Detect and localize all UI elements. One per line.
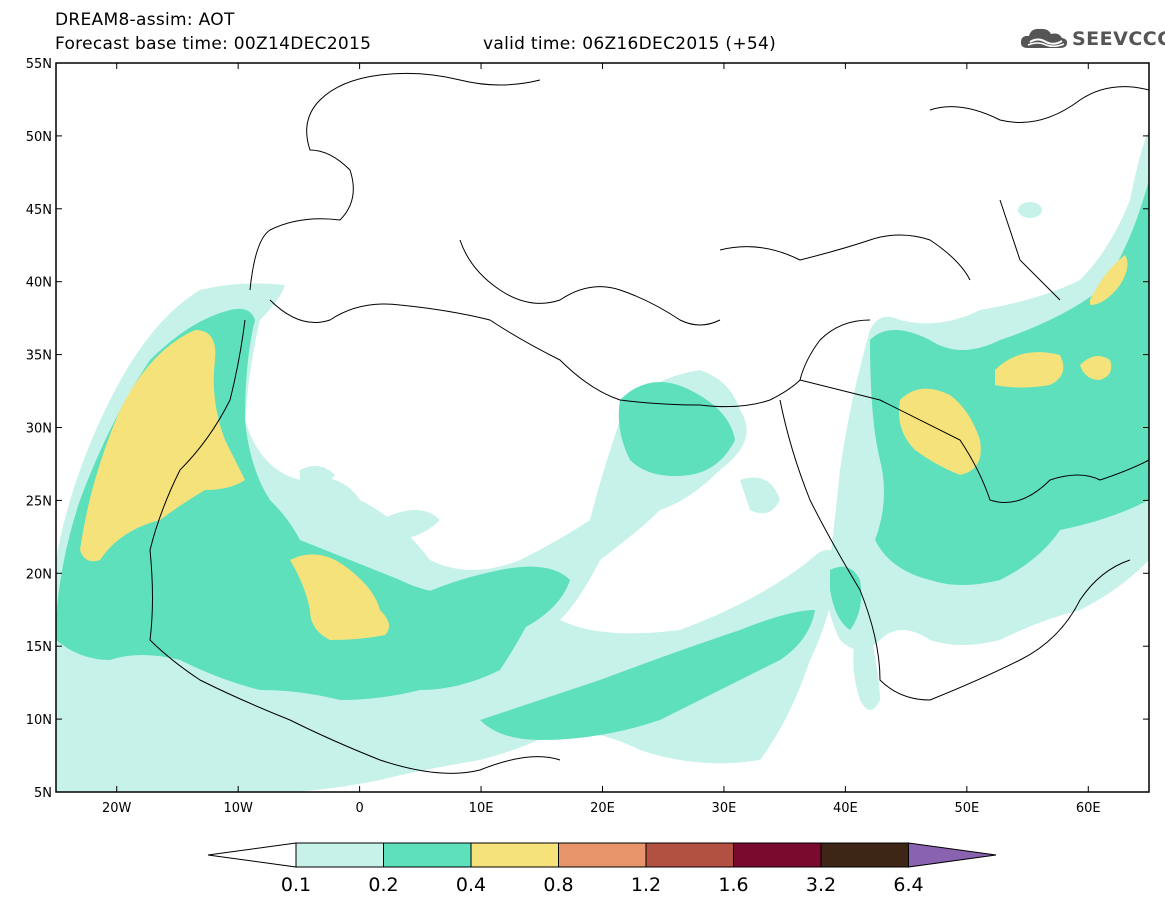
colorbar-box bbox=[820, 842, 909, 868]
lat-label: 55N bbox=[26, 57, 52, 72]
colorbar-box bbox=[733, 842, 822, 868]
colorbar-box bbox=[295, 842, 384, 868]
lon-label: 40E bbox=[833, 801, 858, 816]
aot-level-0.4 bbox=[80, 255, 1128, 640]
colorbar-label: 0.1 bbox=[280, 874, 312, 896]
lat-label: 10N bbox=[26, 713, 52, 728]
colorbar-box bbox=[558, 842, 647, 868]
colorbar-under-arrow bbox=[207, 842, 297, 868]
lon-label: 20W bbox=[102, 801, 132, 816]
lat-axis: 55N 50N 45N 40N 35N 30N 25N 20N 15N 10N 5N bbox=[26, 57, 1149, 801]
colorbar-box bbox=[645, 842, 734, 868]
colorbar-label: 0.2 bbox=[368, 874, 399, 896]
colorbar-over-arrow bbox=[908, 842, 997, 868]
lat-label: 20N bbox=[26, 567, 52, 582]
lat-label: 15N bbox=[26, 640, 52, 655]
map-title: DREAM8-assim: AOT bbox=[55, 10, 235, 30]
lon-label: 10E bbox=[469, 801, 494, 816]
colorbar-label: 1.2 bbox=[630, 874, 662, 896]
lon-label: 0 bbox=[355, 801, 363, 816]
lat-label: 40N bbox=[26, 276, 52, 291]
lon-label: 10W bbox=[223, 801, 253, 816]
lat-label: 45N bbox=[26, 203, 52, 218]
lon-axis: 20W 10W 0 10E 20E 30E 40E 50E 60E bbox=[102, 63, 1101, 816]
colorbar-label: 3.2 bbox=[805, 874, 837, 896]
lat-label: 30N bbox=[26, 422, 52, 437]
colorbar-box bbox=[470, 842, 559, 868]
valid-time: valid time: 06Z16DEC2015 (+54) bbox=[483, 34, 777, 54]
lon-label: 60E bbox=[1076, 801, 1101, 816]
coastlines bbox=[149, 72, 1149, 774]
forecast-base-time: Forecast base time: 00Z14DEC2015 bbox=[55, 34, 372, 54]
seevccc-logo: SEEVCCC bbox=[1018, 24, 1165, 54]
colorbar-label: 0.4 bbox=[455, 874, 487, 896]
lat-label: 35N bbox=[26, 349, 52, 364]
colorbar-label: 1.6 bbox=[718, 874, 749, 896]
lon-label: 20E bbox=[590, 801, 615, 816]
aot-fields bbox=[56, 130, 1149, 792]
lat-label: 25N bbox=[26, 494, 52, 509]
colorbar-label: 0.8 bbox=[543, 874, 574, 896]
lon-label: 50E bbox=[954, 801, 979, 816]
lat-label: 50N bbox=[26, 130, 52, 145]
colorbar-label: 6.4 bbox=[893, 874, 924, 896]
logo-text: SEEVCCC bbox=[1072, 28, 1165, 50]
colorbar-box bbox=[383, 842, 472, 868]
lat-label: 5N bbox=[34, 786, 52, 801]
colorbar bbox=[207, 842, 997, 868]
lon-label: 30E bbox=[712, 801, 737, 816]
cloud-icon bbox=[1020, 28, 1068, 48]
